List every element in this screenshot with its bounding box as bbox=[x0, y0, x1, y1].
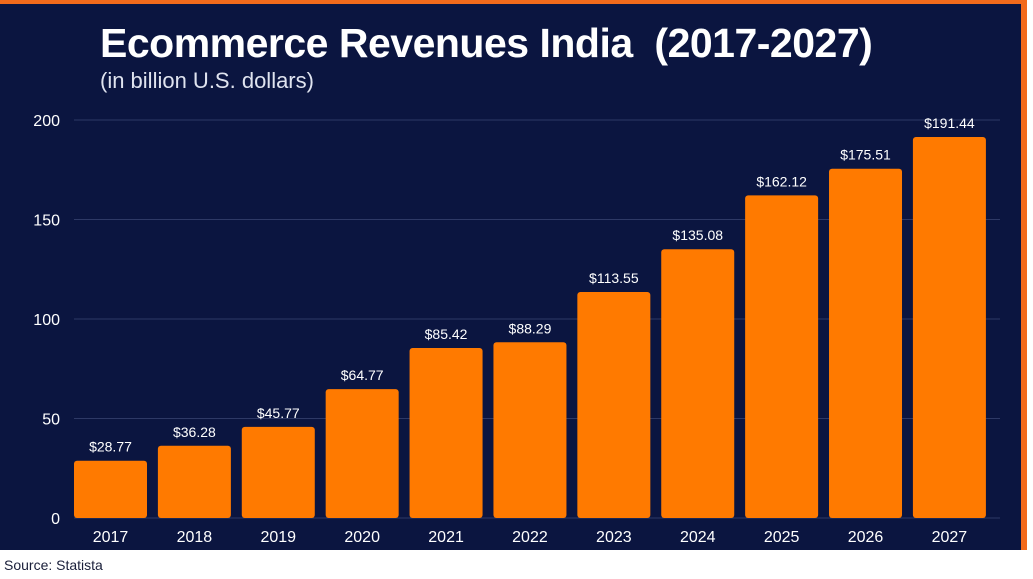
bar bbox=[74, 460, 147, 518]
data-label: $28.77 bbox=[89, 439, 132, 455]
data-label: $162.12 bbox=[756, 173, 807, 189]
bar bbox=[325, 389, 399, 518]
y-tick-label: 150 bbox=[33, 213, 60, 230]
data-label: $45.77 bbox=[257, 405, 300, 421]
y-tick-label: 200 bbox=[33, 113, 60, 130]
bar bbox=[493, 342, 567, 518]
bar bbox=[829, 168, 903, 518]
bar bbox=[661, 249, 735, 518]
x-tick-label: 2027 bbox=[932, 529, 968, 546]
data-label: $175.51 bbox=[840, 147, 891, 163]
x-tick-label: 2020 bbox=[344, 529, 380, 546]
x-tick-label: 2023 bbox=[596, 529, 632, 546]
data-label: $64.77 bbox=[341, 367, 384, 383]
x-tick-label: 2026 bbox=[848, 529, 884, 546]
bar bbox=[241, 426, 315, 518]
x-tick-label: 2019 bbox=[260, 529, 296, 546]
chart-subtitle: (in billion U.S. dollars) bbox=[100, 68, 314, 93]
chart-title: Ecommerce Revenues India (2017-2027) bbox=[100, 20, 873, 66]
bar-chart: 0 50 100 150 200 $28.77 2017 $36.28 2018 $45.77 20… bbox=[33, 113, 1000, 546]
y-tick-label: 0 bbox=[51, 511, 60, 528]
bar bbox=[912, 137, 986, 518]
data-label: $36.28 bbox=[173, 424, 216, 440]
data-label: $191.44 bbox=[924, 115, 975, 131]
y-tick-label: 50 bbox=[42, 412, 60, 429]
bar bbox=[745, 195, 819, 518]
data-label: $88.29 bbox=[509, 320, 552, 336]
bar bbox=[577, 292, 651, 518]
y-tick-label: 100 bbox=[33, 312, 60, 329]
source-note: Source: Statista bbox=[4, 557, 103, 573]
data-label: $113.55 bbox=[589, 270, 639, 286]
bar bbox=[409, 348, 483, 518]
x-tick-label: 2017 bbox=[93, 529, 129, 546]
data-label: $135.08 bbox=[672, 227, 723, 243]
x-tick-label: 2022 bbox=[512, 529, 548, 546]
x-tick-label: 2018 bbox=[177, 529, 213, 546]
x-tick-label: 2021 bbox=[428, 529, 464, 546]
data-label: $85.42 bbox=[425, 326, 468, 342]
bar bbox=[157, 445, 231, 518]
x-tick-label: 2025 bbox=[764, 529, 800, 546]
x-tick-label: 2024 bbox=[680, 529, 716, 546]
